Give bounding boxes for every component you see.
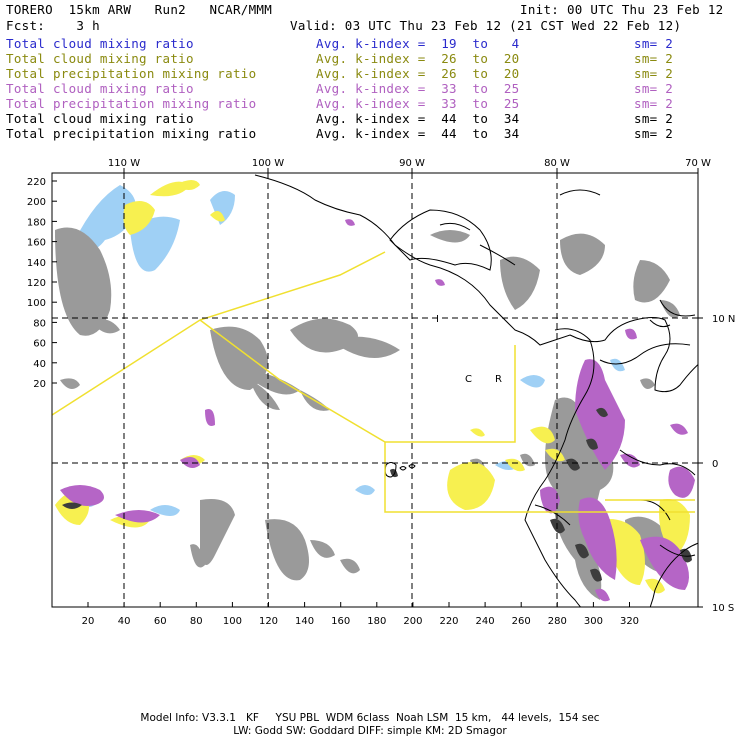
- left-y-label: 220: [27, 177, 46, 188]
- bottom-x-label: 200: [403, 616, 422, 627]
- legend-kindex: Avg. k-index = 26 to 20: [316, 51, 520, 66]
- legend-kindex: Avg. k-index = 33 to 25: [316, 96, 520, 111]
- legend-name: Total precipitation mixing ratio: [6, 96, 257, 111]
- left-y-label: 180: [27, 217, 46, 228]
- model-title: TORERO 15km ARW Run2 NCAR/MMM: [6, 2, 273, 17]
- field-shading: [55, 180, 695, 602]
- legend-sm: sm= 2: [634, 51, 674, 66]
- top-lon-label: 80 W: [544, 158, 570, 169]
- bottom-x-label: 240: [476, 616, 495, 627]
- bottom-x-label: 20: [82, 616, 95, 627]
- bottom-x-label: 140: [295, 616, 314, 627]
- axis-ticks: [52, 168, 703, 608]
- legend-sm: sm= 2: [634, 96, 674, 111]
- left-y-label: 100: [27, 298, 46, 309]
- bottom-x-label: 260: [512, 616, 531, 627]
- bottom-x-label: 100: [223, 616, 242, 627]
- bottom-x-label: 180: [367, 616, 386, 627]
- legend-kindex: Avg. k-index = 26 to 20: [316, 66, 520, 81]
- legend-name: Total precipitation mixing ratio: [6, 126, 257, 141]
- top-lon-label: 70 W: [685, 158, 711, 169]
- bottom-x-label: 40: [118, 616, 131, 627]
- left-y-label: 40: [33, 359, 46, 370]
- left-y-label: 60: [33, 339, 46, 350]
- left-y-label: 120: [27, 278, 46, 289]
- model-info-line1: Model Info: V3.3.1 KF YSU PBL WDM 6class…: [140, 712, 600, 724]
- region-label-3: R: [495, 374, 502, 385]
- top-lon-label: 90 W: [399, 158, 425, 169]
- right-lat-label: 10 N: [712, 314, 735, 325]
- legend-name: Total cloud mixing ratio: [6, 36, 194, 51]
- bottom-x-label: 60: [154, 616, 167, 627]
- legend-sm: sm= 2: [634, 126, 674, 141]
- bottom-x-label: 220: [439, 616, 458, 627]
- right-lat-label: 0: [712, 459, 718, 470]
- init-time: Init: 00 UTC Thu 23 Feb 12: [520, 2, 724, 17]
- left-y-label: 160: [27, 238, 46, 249]
- map-frame: [51, 172, 699, 608]
- bottom-x-label: 160: [331, 616, 350, 627]
- legend-kindex: Avg. k-index = 19 to 4: [316, 36, 520, 51]
- left-y-label: 140: [27, 258, 46, 269]
- bottom-x-label: 80: [190, 616, 203, 627]
- legend-kindex: Avg. k-index = 44 to 34: [316, 126, 520, 141]
- bottom-x-label: 280: [548, 616, 567, 627]
- valid-time: Valid: 03 UTC Thu 23 Feb 12 (21 CST Wed …: [290, 18, 682, 33]
- legend-name: Total cloud mixing ratio: [6, 111, 194, 126]
- region-label-2: C: [465, 374, 472, 385]
- bottom-x-label: 120: [259, 616, 278, 627]
- lat-lon-grid: [52, 173, 698, 607]
- left-y-label: 20: [33, 379, 46, 390]
- region-boundaries: [51, 251, 695, 513]
- model-info-line2: LW: Godd SW: Goddard DIFF: simple KM: 2D…: [233, 725, 507, 737]
- legend-name: Total cloud mixing ratio: [6, 81, 194, 96]
- legend-sm: sm= 2: [634, 81, 674, 96]
- forecast-hour: Fcst: 3 h: [6, 18, 100, 33]
- blue-cloud-patches: [60, 185, 625, 516]
- left-y-label: 80: [33, 318, 46, 329]
- axis-labels: 110 W 100 W 90 W 80 W 70 W 10 N 0 10 S 220 200 180…: [27, 158, 735, 627]
- right-lat-label: 10 S: [712, 603, 734, 614]
- legend-sm: sm= 2: [634, 36, 674, 51]
- top-lon-label: 110 W: [108, 158, 140, 169]
- legend-name: Total precipitation mixing ratio: [6, 66, 257, 81]
- legend-kindex: Avg. k-index = 33 to 25: [316, 81, 520, 96]
- coastlines: [254, 174, 698, 607]
- legend-sm: sm= 2: [634, 66, 674, 81]
- bottom-x-label: 320: [620, 616, 639, 627]
- left-y-label: 200: [27, 197, 46, 208]
- purple-patches: [60, 219, 695, 602]
- legend-sm: sm= 2: [634, 111, 674, 126]
- bottom-x-label: 300: [584, 616, 603, 627]
- legend-name: Total cloud mixing ratio: [6, 51, 194, 66]
- legend-kindex: Avg. k-index = 44 to 34: [316, 111, 520, 126]
- top-lon-label: 100 W: [252, 158, 284, 169]
- region-label-1: I: [436, 314, 439, 325]
